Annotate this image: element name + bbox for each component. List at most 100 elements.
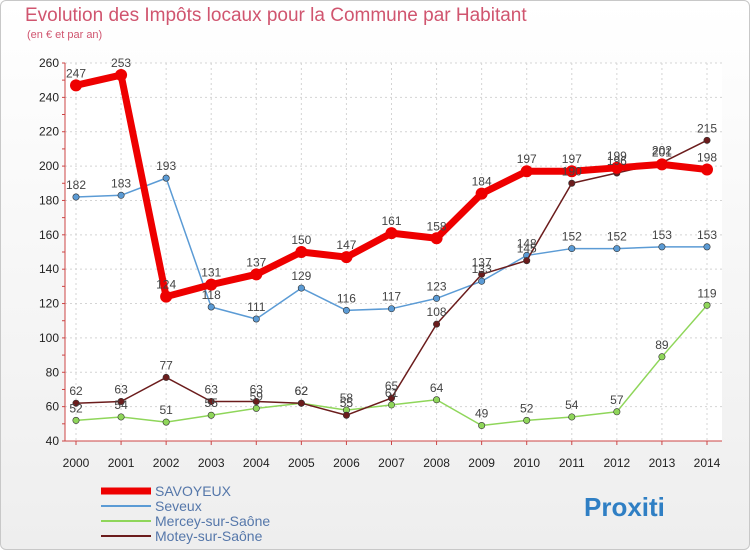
legend-label: Mercey-sur-Saône <box>155 513 270 529</box>
grid-lines <box>65 62 722 442</box>
data-label: 62 <box>295 384 309 398</box>
x-tick-label: 2001 <box>108 456 135 470</box>
data-label: 59 <box>250 389 264 403</box>
data-point <box>252 397 260 405</box>
data-label: 77 <box>159 358 173 372</box>
data-label: 129 <box>291 269 311 283</box>
y-tick-label: 240 <box>39 90 59 104</box>
data-label: 54 <box>114 398 128 412</box>
data-label: 63 <box>114 382 128 396</box>
data-label: 153 <box>697 228 717 242</box>
data-label: 62 <box>69 384 83 398</box>
data-point <box>568 179 576 187</box>
data-label: 182 <box>66 178 86 192</box>
y-tick-label: 140 <box>39 262 59 276</box>
data-label: 108 <box>427 305 447 319</box>
data-label: 145 <box>517 242 537 256</box>
data-label: 52 <box>69 401 83 415</box>
data-point <box>342 306 350 314</box>
data-label: 196 <box>607 154 627 168</box>
x-tick-label: 2003 <box>198 456 225 470</box>
data-label: 193 <box>156 159 176 173</box>
data-point <box>160 290 173 303</box>
y-tick-label: 260 <box>39 56 59 70</box>
data-point <box>433 396 441 404</box>
data-point <box>701 163 713 176</box>
x-tick-label: 2012 <box>604 456 631 470</box>
data-label: 119 <box>697 286 716 300</box>
x-tick-label: 2013 <box>649 456 676 470</box>
data-label: 51 <box>159 403 173 417</box>
data-point <box>342 411 350 419</box>
series-group <box>70 69 713 430</box>
data-point <box>72 193 80 201</box>
data-point <box>385 227 398 240</box>
data-label: 215 <box>697 121 717 135</box>
data-point <box>703 301 711 309</box>
y-tick-label: 200 <box>39 159 59 173</box>
x-tick-label: 2011 <box>559 456 585 470</box>
x-tick-label: 2008 <box>423 456 450 470</box>
data-label: 153 <box>652 228 672 242</box>
svg-text:Proxiti: Proxiti <box>584 492 665 522</box>
data-point <box>520 165 533 178</box>
data-point <box>610 161 623 174</box>
x-tick-label: 2002 <box>153 456 180 470</box>
data-label: 62 <box>295 384 309 398</box>
data-point <box>207 411 215 419</box>
data-point <box>70 79 82 92</box>
data-point <box>658 353 666 361</box>
legend-label: SAVOYEUX <box>155 483 232 499</box>
data-label: 148 <box>517 236 537 250</box>
data-label: 190 <box>562 164 582 178</box>
data-point <box>565 165 578 178</box>
data-point <box>72 399 80 407</box>
data-point <box>703 136 711 144</box>
data-point <box>655 158 668 171</box>
y-tick-label: 40 <box>46 434 60 448</box>
data-label: 57 <box>610 393 624 407</box>
data-point <box>703 243 711 251</box>
data-label: 161 <box>381 214 401 228</box>
y-tick-label: 180 <box>39 193 59 207</box>
y-tick-label: 100 <box>39 331 59 345</box>
y-tick-label: 80 <box>46 365 60 379</box>
data-label: 197 <box>517 152 537 166</box>
data-label: 124 <box>156 278 176 292</box>
data-point <box>433 320 441 328</box>
data-label: 117 <box>382 290 401 304</box>
chart-title: Evolution des Impôts locaux pour la Comm… <box>25 5 527 26</box>
data-point <box>568 413 576 421</box>
data-point <box>297 399 305 407</box>
data-label: 54 <box>565 398 579 412</box>
x-tick-label: 2000 <box>63 456 90 470</box>
data-point <box>523 257 531 265</box>
data-point <box>658 243 666 251</box>
data-point <box>115 69 128 82</box>
data-point <box>475 187 488 200</box>
data-label: 150 <box>291 233 311 247</box>
data-point <box>162 418 170 426</box>
data-point <box>252 404 260 412</box>
data-point <box>433 294 441 302</box>
data-label: 199 <box>607 149 627 163</box>
data-labels: 52 54 51 55 59 62 58 61 64 49 52 54 57 89 119 182 183 193… <box>66 56 717 421</box>
data-label: 123 <box>427 279 447 293</box>
data-point <box>387 401 395 409</box>
data-label: 202 <box>652 144 672 158</box>
data-point <box>252 315 260 323</box>
data-point <box>207 303 215 311</box>
data-label: 247 <box>66 66 86 80</box>
legend-label: Motey-sur-Saône <box>155 528 263 544</box>
data-point <box>387 305 395 313</box>
data-point <box>162 373 170 381</box>
x-tick-label: 2006 <box>333 456 360 470</box>
data-label: 198 <box>697 151 717 165</box>
data-point <box>613 245 621 253</box>
x-tick-label: 2009 <box>468 456 495 470</box>
data-label: 147 <box>336 238 356 252</box>
chart-subtitle: (en € et par an) <box>27 29 103 41</box>
data-point <box>478 422 486 430</box>
data-label: 137 <box>246 255 266 269</box>
